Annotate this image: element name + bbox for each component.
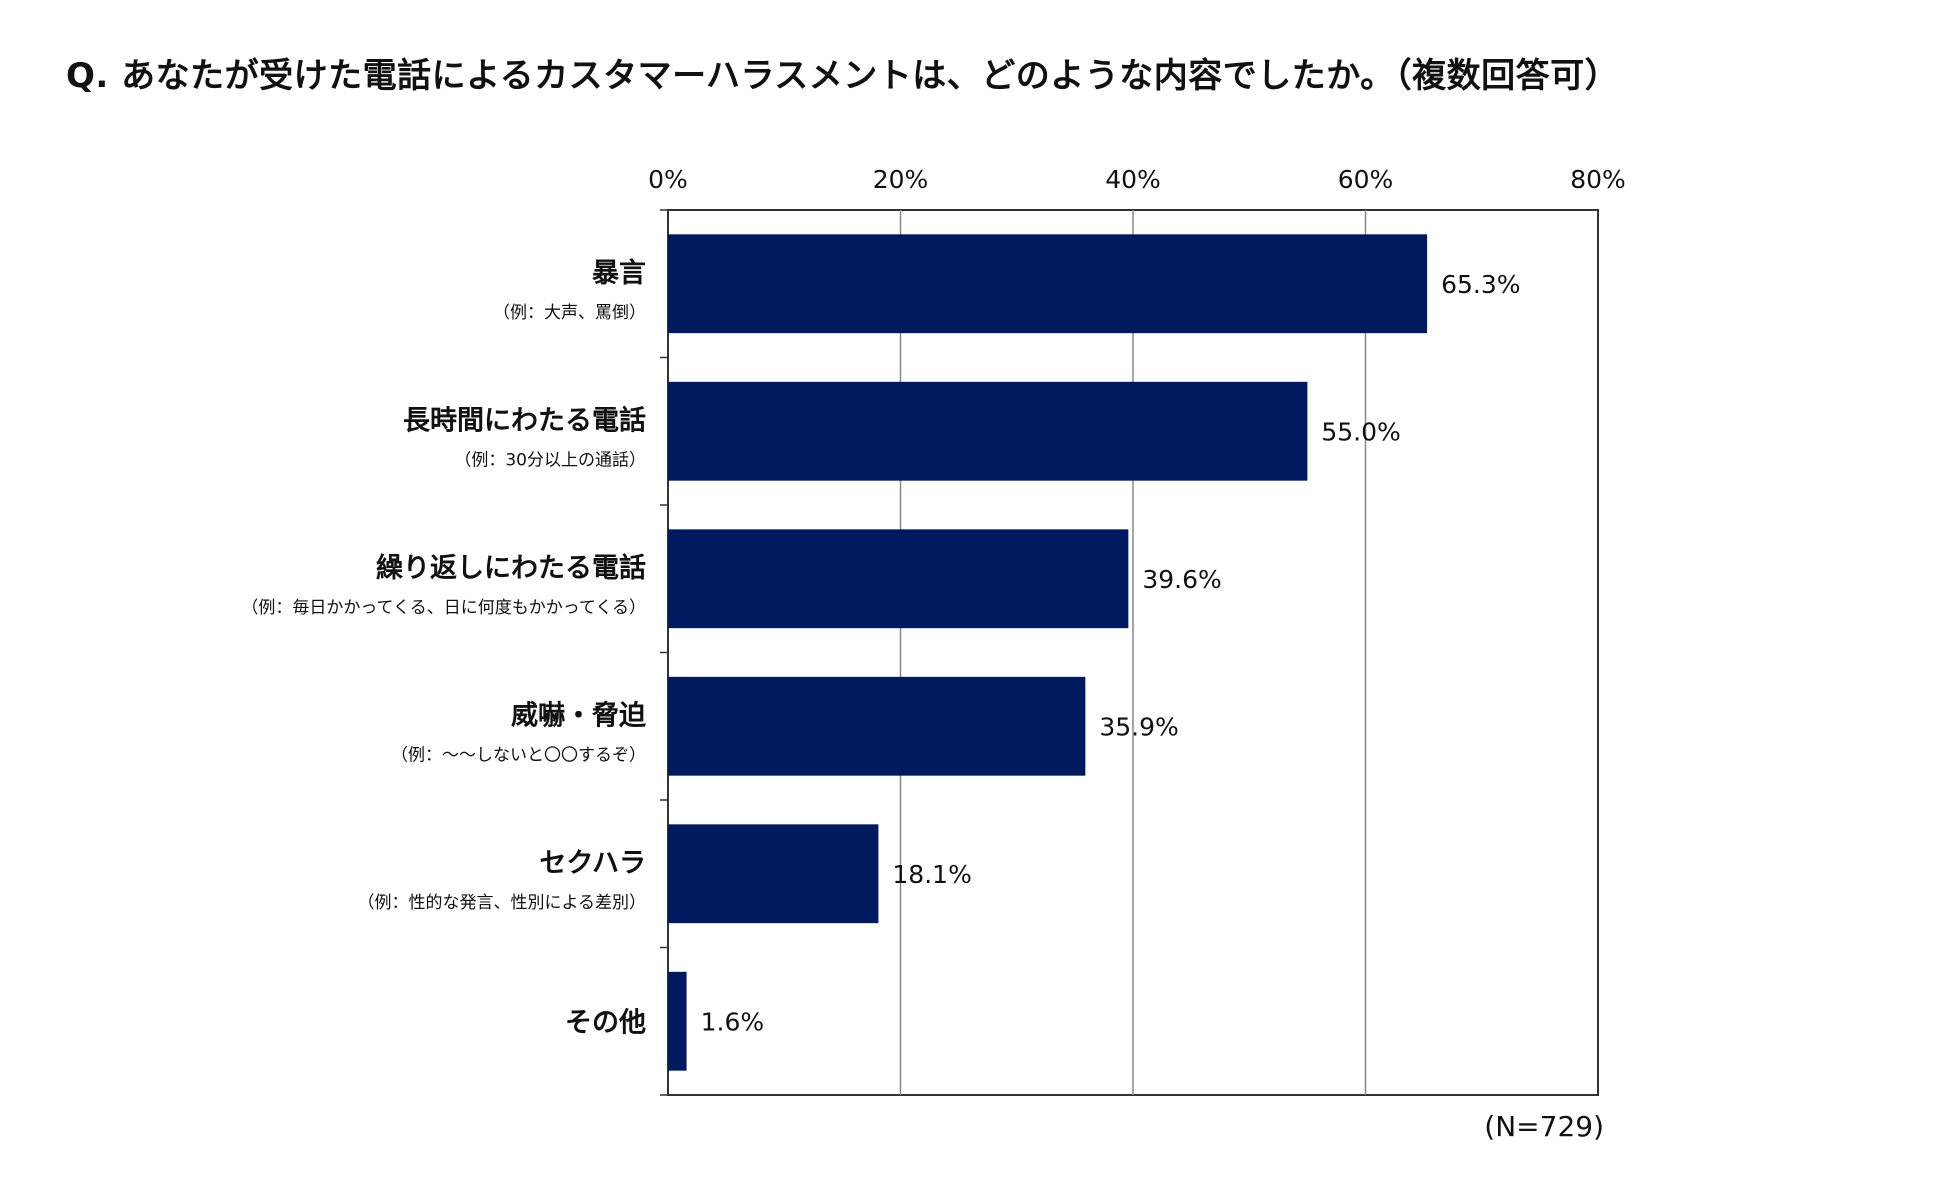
bar (668, 676, 1086, 776)
bar (668, 824, 879, 924)
category-example: （例：毎日かかってくる、日に何度もかかってくる） (241, 598, 646, 618)
category-label: 繰り返しにわたる電話 (376, 552, 646, 584)
category-label: セクハラ (539, 848, 646, 879)
category-example: （例：性的な発言、性別による差別） (358, 893, 647, 913)
data-label: 65.3% (1441, 270, 1520, 299)
bar (668, 381, 1308, 481)
x-tick-label: 0% (648, 165, 688, 194)
data-label: 55.0% (1321, 417, 1400, 446)
category-label: その他 (565, 1007, 646, 1038)
data-label: 39.6% (1142, 565, 1221, 594)
category-label: 長時間にわたる電話 (403, 404, 646, 436)
x-tick-label: 40% (1105, 165, 1161, 194)
data-label: 1.6% (701, 1007, 765, 1036)
bar (668, 971, 687, 1071)
category-example: （例：30分以上の通話） (454, 450, 646, 470)
category-label: 威嚇・脅迫 (511, 699, 646, 731)
x-tick-label: 20% (873, 165, 929, 194)
x-tick-label: 60% (1338, 165, 1394, 194)
bar (668, 234, 1428, 334)
chart-title: Q. あなたが受けた電話によるカスタマーハラスメントは、どのような内容でしたか。… (66, 56, 1620, 96)
bar (668, 529, 1129, 629)
data-label: 35.9% (1099, 712, 1178, 741)
x-tick-label: 80% (1570, 165, 1626, 194)
category-label: 暴言 (592, 258, 646, 289)
sample-size-note: (N=729) (1484, 1110, 1604, 1143)
data-label: 18.1% (892, 860, 971, 889)
category-example: （例：大声、罵倒） (493, 303, 646, 323)
category-example: （例：〜〜しないと〇〇するぞ） (391, 745, 646, 765)
